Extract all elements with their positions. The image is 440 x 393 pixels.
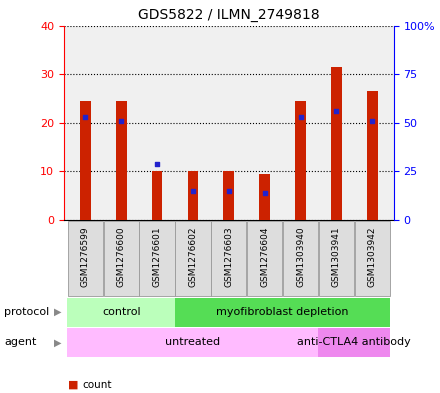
Bar (319, 328, 390, 357)
Bar (67, 328, 319, 357)
Point (297, 114, 304, 120)
Bar (80, 101, 91, 220)
Text: control: control (102, 307, 140, 317)
Bar (331, 67, 342, 220)
Bar (211, 221, 246, 296)
Text: anti-CTLA4 antibody: anti-CTLA4 antibody (297, 338, 411, 347)
Point (225, 188, 232, 194)
Text: ▶: ▶ (54, 307, 62, 317)
Bar (67, 298, 175, 327)
Bar (176, 221, 210, 296)
Title: GDS5822 / ILMN_2749818: GDS5822 / ILMN_2749818 (138, 8, 319, 22)
Bar (355, 221, 390, 296)
Text: GSM1276600: GSM1276600 (117, 226, 126, 287)
Text: GSM1303941: GSM1303941 (332, 226, 341, 287)
Text: GSM1276599: GSM1276599 (81, 226, 90, 287)
Text: GSM1303940: GSM1303940 (296, 226, 305, 287)
Point (333, 108, 340, 114)
Bar (259, 174, 270, 220)
Bar (68, 221, 103, 296)
Text: GSM1276603: GSM1276603 (224, 226, 233, 287)
Point (117, 118, 125, 124)
Bar (224, 171, 234, 220)
Bar (152, 171, 162, 220)
Text: count: count (82, 380, 112, 390)
Bar (283, 221, 318, 296)
Bar (187, 171, 198, 220)
Text: protocol: protocol (4, 307, 50, 317)
Text: GSM1276604: GSM1276604 (260, 227, 269, 287)
Point (82, 114, 89, 120)
Text: ▶: ▶ (54, 338, 62, 347)
Bar (319, 221, 354, 296)
Bar (103, 221, 139, 296)
Text: myofibroblast depletion: myofibroblast depletion (216, 307, 349, 317)
Text: GSM1276601: GSM1276601 (153, 226, 161, 287)
Text: ■: ■ (68, 380, 79, 390)
Text: untreated: untreated (165, 338, 220, 347)
Text: agent: agent (4, 338, 37, 347)
Bar (116, 101, 127, 220)
Point (154, 160, 161, 167)
Point (261, 190, 268, 196)
Point (189, 188, 196, 194)
Text: GSM1276602: GSM1276602 (188, 227, 198, 287)
Text: GSM1303942: GSM1303942 (368, 227, 377, 287)
Point (369, 118, 376, 124)
Bar (295, 101, 306, 220)
Bar (175, 298, 390, 327)
Bar (139, 221, 175, 296)
Bar (247, 221, 282, 296)
Bar (367, 91, 378, 220)
